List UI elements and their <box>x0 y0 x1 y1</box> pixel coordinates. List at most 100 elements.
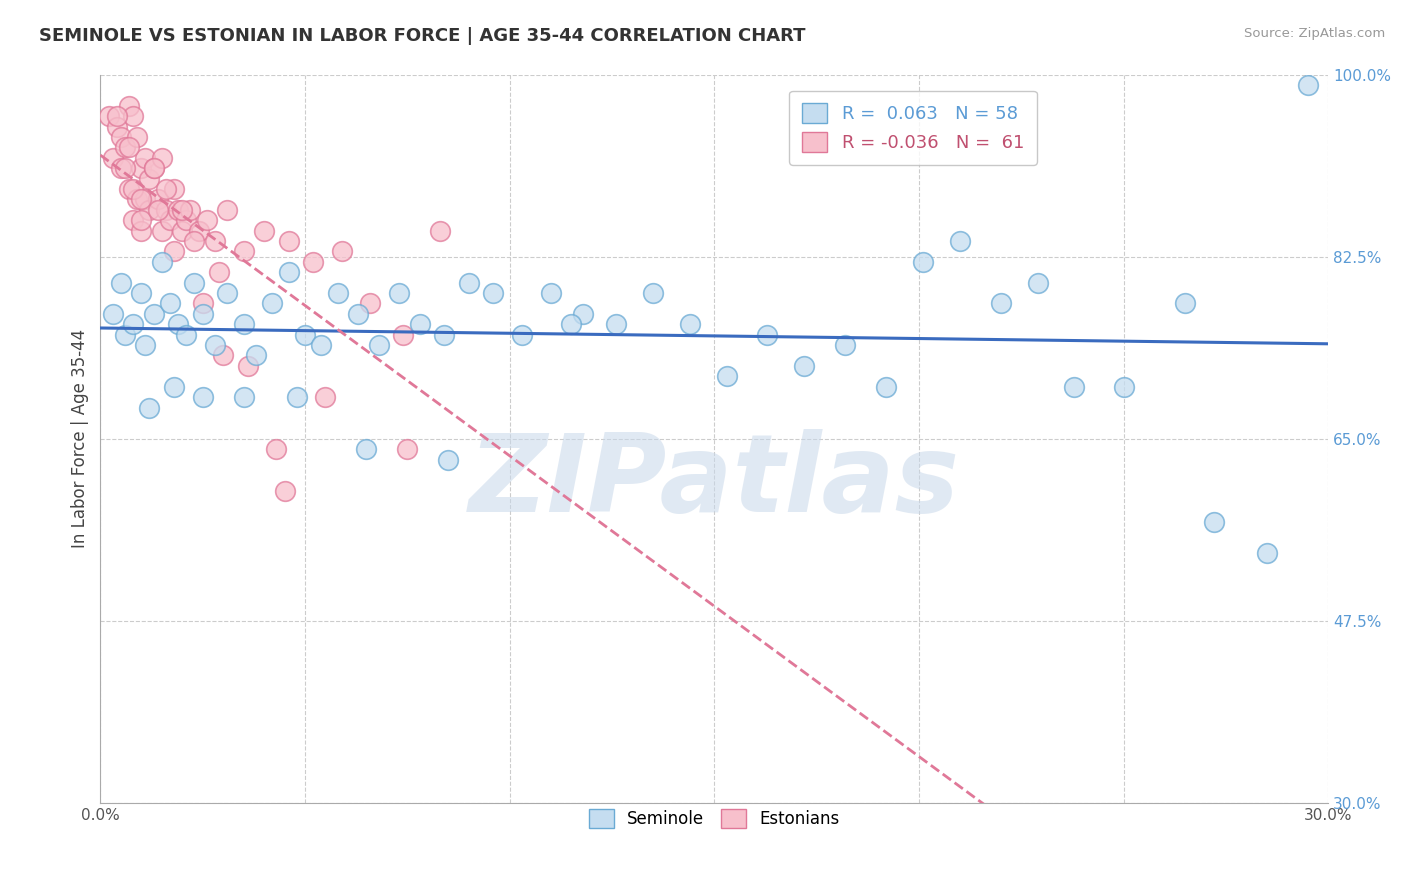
Point <box>326 286 349 301</box>
Point <box>114 140 136 154</box>
Point <box>172 202 194 217</box>
Point <box>204 338 226 352</box>
Point <box>990 296 1012 310</box>
Point <box>127 193 149 207</box>
Point <box>429 224 451 238</box>
Point <box>266 442 288 457</box>
Point <box>163 182 186 196</box>
Point <box>122 182 145 196</box>
Point <box>159 213 181 227</box>
Point <box>191 296 214 310</box>
Point <box>146 193 169 207</box>
Point <box>134 193 156 207</box>
Point <box>408 318 430 332</box>
Point <box>129 193 152 207</box>
Point <box>122 109 145 123</box>
Point <box>679 318 702 332</box>
Point <box>510 327 533 342</box>
Point <box>302 255 325 269</box>
Point <box>172 224 194 238</box>
Point <box>105 120 128 134</box>
Point <box>138 171 160 186</box>
Point <box>388 286 411 301</box>
Point <box>122 213 145 227</box>
Point <box>359 296 381 310</box>
Point <box>101 151 124 165</box>
Point <box>716 369 738 384</box>
Point <box>437 452 460 467</box>
Point <box>1063 380 1085 394</box>
Point <box>572 307 595 321</box>
Point <box>756 327 779 342</box>
Point <box>110 276 132 290</box>
Point <box>433 327 456 342</box>
Point <box>191 390 214 404</box>
Point <box>253 224 276 238</box>
Point <box>330 244 353 259</box>
Point <box>114 327 136 342</box>
Point <box>1112 380 1135 394</box>
Point <box>150 224 173 238</box>
Point <box>150 255 173 269</box>
Text: Source: ZipAtlas.com: Source: ZipAtlas.com <box>1244 27 1385 40</box>
Point <box>155 182 177 196</box>
Point <box>195 213 218 227</box>
Point <box>285 390 308 404</box>
Point <box>129 213 152 227</box>
Point <box>97 109 120 123</box>
Point <box>138 401 160 415</box>
Point <box>167 202 190 217</box>
Point <box>356 442 378 457</box>
Point <box>392 327 415 342</box>
Point <box>118 99 141 113</box>
Point <box>367 338 389 352</box>
Point <box>911 255 934 269</box>
Point <box>641 286 664 301</box>
Point <box>122 318 145 332</box>
Point <box>314 390 336 404</box>
Point <box>212 349 235 363</box>
Point <box>142 161 165 176</box>
Point <box>236 359 259 373</box>
Point <box>159 296 181 310</box>
Point <box>110 130 132 145</box>
Point <box>176 213 198 227</box>
Point <box>277 234 299 248</box>
Point <box>114 161 136 176</box>
Point <box>101 307 124 321</box>
Point <box>262 296 284 310</box>
Point <box>191 307 214 321</box>
Point <box>142 161 165 176</box>
Point <box>277 265 299 279</box>
Point <box>155 202 177 217</box>
Point <box>129 161 152 176</box>
Point <box>834 338 856 352</box>
Point <box>560 318 582 332</box>
Point <box>457 276 479 290</box>
Point <box>138 202 160 217</box>
Point <box>482 286 505 301</box>
Point <box>204 234 226 248</box>
Point <box>217 202 239 217</box>
Legend: Seminole, Estonians: Seminole, Estonians <box>582 803 846 835</box>
Point <box>311 338 333 352</box>
Point <box>163 244 186 259</box>
Point <box>232 318 254 332</box>
Point <box>134 151 156 165</box>
Point <box>540 286 562 301</box>
Y-axis label: In Labor Force | Age 35-44: In Labor Force | Age 35-44 <box>72 329 89 549</box>
Point <box>183 234 205 248</box>
Point <box>110 161 132 176</box>
Point <box>245 349 267 363</box>
Point <box>134 338 156 352</box>
Point <box>146 202 169 217</box>
Point <box>129 286 152 301</box>
Point <box>347 307 370 321</box>
Text: ZIPatlas: ZIPatlas <box>468 429 960 535</box>
Point <box>273 483 295 498</box>
Point <box>1174 296 1197 310</box>
Text: SEMINOLE VS ESTONIAN IN LABOR FORCE | AGE 35-44 CORRELATION CHART: SEMINOLE VS ESTONIAN IN LABOR FORCE | AG… <box>39 27 806 45</box>
Point <box>167 318 190 332</box>
Point <box>105 109 128 123</box>
Point <box>793 359 815 373</box>
